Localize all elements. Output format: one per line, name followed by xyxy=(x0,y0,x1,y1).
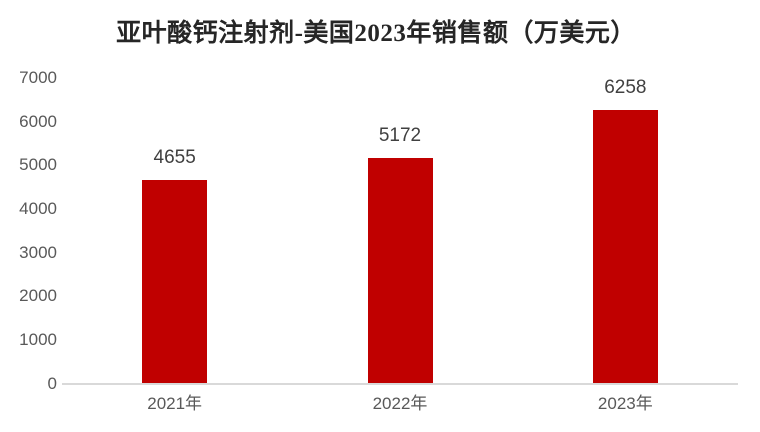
chart-title: 亚叶酸钙注射剂-美国2023年销售额（万美元） xyxy=(116,20,636,47)
bar-2023年 xyxy=(592,110,658,384)
y-axis-tick-label: 0 xyxy=(47,373,57,393)
x-axis-line xyxy=(62,382,738,385)
y-axis-tick-label: 7000 xyxy=(19,68,57,87)
bar-value-label: 4655 xyxy=(153,147,196,169)
y-axis-tick-label: 1000 xyxy=(19,329,57,349)
y-axis-tick-label: 3000 xyxy=(19,242,57,262)
bar-2021年 xyxy=(142,180,208,384)
y-axis-tick-label: 5000 xyxy=(19,155,57,175)
y-axis-tick-label: 4000 xyxy=(19,198,57,218)
x-axis-category-label: 2023年 xyxy=(597,393,653,413)
y-axis-tick-label: 6000 xyxy=(19,111,57,131)
bar-value-label: 5172 xyxy=(378,124,422,146)
y-axis-tick-label: 2000 xyxy=(19,286,57,306)
x-axis-category-label: 2022年 xyxy=(372,393,428,413)
bar-2022年 xyxy=(367,157,433,384)
x-axis-category-label: 2021年 xyxy=(147,393,203,413)
bar-value-label: 6258 xyxy=(604,77,647,99)
